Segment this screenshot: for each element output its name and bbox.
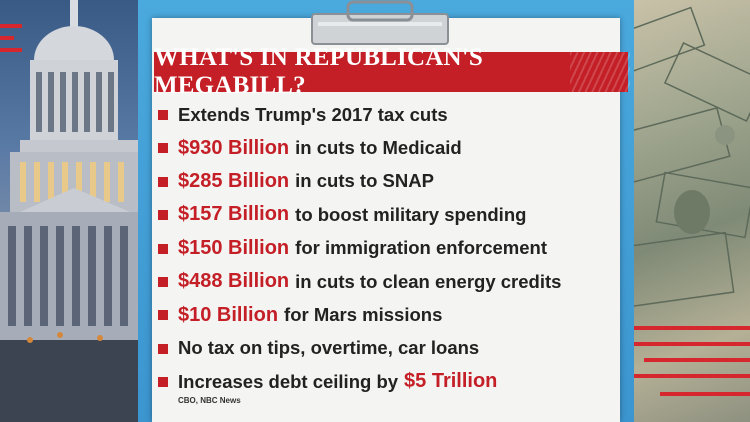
list-item: $10 Billion for Mars missions (156, 298, 561, 331)
bullet-icon (158, 110, 168, 120)
item-text: No tax on tips, overtime, car loans (178, 337, 480, 359)
item-text: in cuts to clean energy credits (295, 270, 562, 292)
page-title: WHAT'S IN REPUBLICAN'S MEGABILL? (154, 44, 483, 99)
list-item: $930 Billion in cuts to Medicaid (156, 131, 561, 164)
bullet-icon (158, 243, 168, 254)
page-title-banner: WHAT'S IN REPUBLICAN'S MEGABILL? (154, 44, 630, 99)
item-text: in cuts to SNAP (295, 170, 434, 192)
bullet-icon (158, 210, 168, 221)
bullet-icon (158, 276, 168, 287)
item-text: to boost military spending (295, 203, 527, 225)
item-amount: $488 Billion (178, 270, 290, 293)
item-text: in cuts to Medicaid (295, 137, 462, 159)
list-item: Extends Trump's 2017 tax cuts (156, 98, 561, 131)
list-item: $285 Billion in cuts to SNAP (156, 165, 561, 198)
bullet-icon (158, 377, 168, 388)
item-amount: $150 Billion (178, 236, 290, 259)
capitol-background (0, 0, 142, 422)
capitol-building-image (0, 0, 142, 422)
item-amount: $10 Billion (178, 303, 279, 326)
money-background (630, 0, 750, 422)
list-item: No tax on tips, overtime, car loans (156, 332, 561, 365)
item-amount: $157 Billion (178, 203, 290, 226)
bullet-icon (158, 143, 168, 154)
bullet-icon (158, 310, 168, 321)
binder-clip-icon (311, 0, 449, 45)
bill-items-list: Extends Trump's 2017 tax cuts $930 Billi… (156, 98, 561, 399)
item-text: for Mars missions (284, 304, 443, 326)
item-amount: $285 Billion (178, 169, 290, 192)
list-item: $157 Billion to boost military spending (156, 198, 561, 231)
list-item: $150 Billion for immigration enforcement (156, 232, 561, 265)
item-amount: $930 Billion (178, 136, 290, 159)
item-text: for immigration enforcement (295, 237, 547, 259)
source-credit: CBO, NBC News (178, 396, 241, 405)
list-item: $488 Billion in cuts to clean energy cred… (156, 265, 561, 298)
dollar-bills-image (630, 6, 750, 396)
list-item: Increases debt ceiling by $5 Trillion (156, 365, 561, 398)
item-text: Extends Trump's 2017 tax cuts (178, 103, 448, 125)
title-stripe-decoration (570, 52, 630, 92)
bullet-icon (158, 343, 168, 354)
bullet-icon (158, 176, 168, 187)
item-amount: $5 Trillion (404, 370, 498, 393)
item-text: Increases debt ceiling by (178, 370, 399, 392)
